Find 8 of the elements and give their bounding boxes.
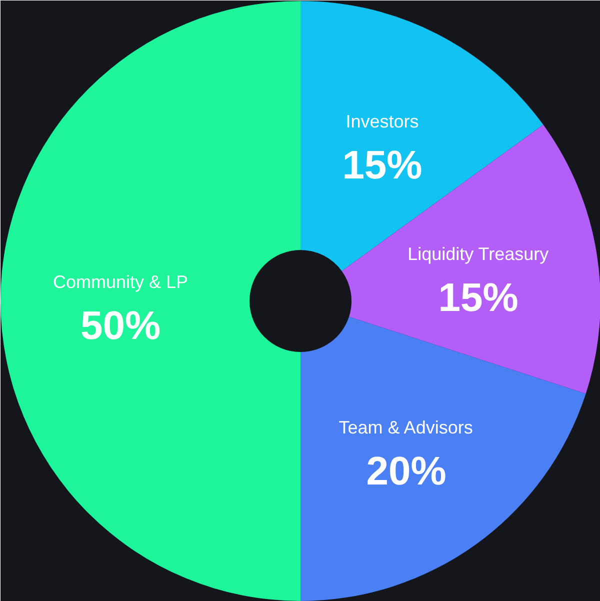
data-label: 15%: [438, 276, 518, 320]
data-label: 15%: [342, 144, 422, 188]
slice-label: Team & Advisors: [338, 418, 473, 438]
slice-label: Liquidity Treasury: [408, 244, 549, 264]
slice-label: Investors: [346, 112, 419, 132]
data-label: 50%: [80, 304, 161, 348]
slice-label: Community & LP: [52, 272, 188, 292]
data-label: 20%: [366, 450, 446, 494]
